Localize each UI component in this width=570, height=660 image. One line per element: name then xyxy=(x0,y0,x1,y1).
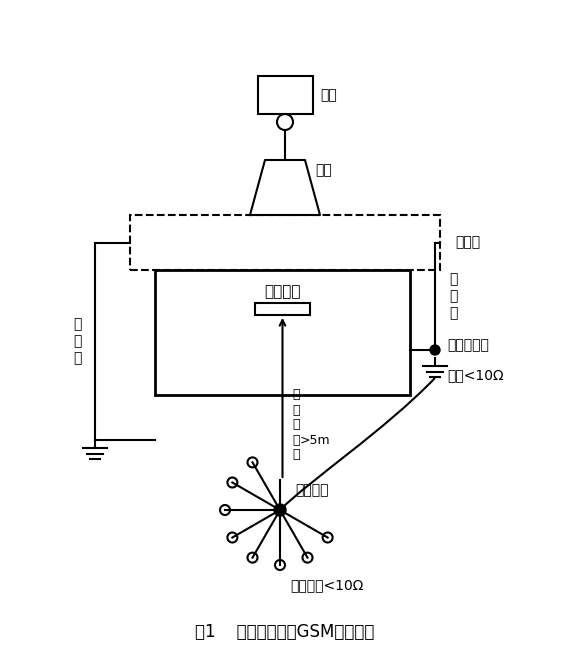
Text: 铁塔: 铁塔 xyxy=(315,163,332,177)
Bar xyxy=(258,76,312,114)
Text: 租用民房: 租用民房 xyxy=(264,284,301,300)
Text: 机
房
引
入
线: 机 房 引 入 线 xyxy=(292,389,300,461)
Text: 引
下
线: 引 下 线 xyxy=(449,272,457,321)
Bar xyxy=(255,303,310,315)
Circle shape xyxy=(274,504,286,516)
Text: 机房地网<10Ω: 机房地网<10Ω xyxy=(290,578,364,592)
Polygon shape xyxy=(250,160,320,215)
Bar xyxy=(130,215,440,270)
Text: 水平连接: 水平连接 xyxy=(295,483,328,497)
Text: 地阻<10Ω: 地阻<10Ω xyxy=(447,368,504,382)
Circle shape xyxy=(430,345,440,355)
Text: 天线: 天线 xyxy=(320,88,337,102)
Text: 避雷带: 避雷带 xyxy=(455,236,480,249)
Text: >5m: >5m xyxy=(300,434,331,447)
Text: 图1    租用民房建的GSM基站地网: 图1 租用民房建的GSM基站地网 xyxy=(196,623,374,641)
Bar xyxy=(155,270,410,395)
Text: 防雷引下线: 防雷引下线 xyxy=(447,338,489,352)
Text: 引
下
线: 引 下 线 xyxy=(73,317,81,366)
